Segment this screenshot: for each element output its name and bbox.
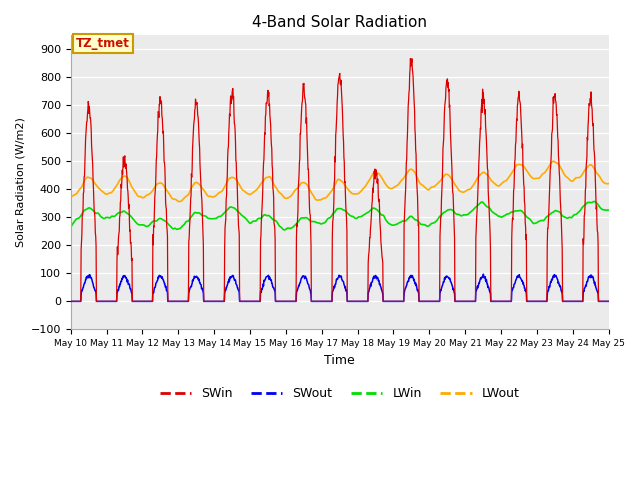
- SWout: [186, 285, 194, 290]
- LWin: [590, 199, 598, 204]
- SWout: [605, 299, 612, 304]
- LWin: [493, 213, 501, 218]
- LWin: [541, 216, 549, 222]
- LWin: [424, 223, 431, 229]
- SWout: [493, 299, 501, 304]
- Line: LWout: LWout: [70, 161, 609, 202]
- SWin: [67, 299, 74, 304]
- Line: LWin: LWin: [70, 202, 609, 230]
- SWin: [173, 299, 181, 304]
- SWout: [479, 271, 487, 277]
- LWin: [605, 207, 612, 213]
- LWout: [187, 187, 195, 192]
- SWin: [493, 299, 501, 304]
- LWout: [493, 183, 501, 189]
- SWout: [246, 299, 254, 304]
- LWin: [67, 224, 74, 229]
- Y-axis label: Solar Radiation (W/m2): Solar Radiation (W/m2): [15, 118, 25, 247]
- LWout: [175, 199, 183, 204]
- SWout: [67, 299, 74, 304]
- LWin: [186, 215, 194, 221]
- LWin: [173, 227, 181, 232]
- SWin: [246, 299, 254, 304]
- SWout: [173, 299, 181, 304]
- Line: SWin: SWin: [70, 59, 609, 301]
- SWout: [423, 299, 431, 304]
- LWout: [541, 169, 549, 175]
- Text: TZ_tmet: TZ_tmet: [76, 37, 130, 50]
- LWout: [549, 158, 557, 164]
- LWout: [424, 187, 431, 192]
- LWin: [280, 227, 288, 233]
- LWout: [605, 181, 612, 187]
- SWin: [541, 299, 549, 304]
- Title: 4-Band Solar Radiation: 4-Band Solar Radiation: [252, 15, 427, 30]
- LWout: [173, 198, 181, 204]
- LWout: [67, 194, 74, 200]
- Legend: SWin, SWout, LWin, LWout: SWin, SWout, LWin, LWout: [155, 383, 525, 406]
- SWin: [186, 208, 194, 214]
- X-axis label: Time: Time: [324, 354, 355, 367]
- SWin: [424, 299, 431, 304]
- Line: SWout: SWout: [70, 274, 609, 301]
- SWin: [605, 299, 612, 304]
- LWin: [246, 220, 254, 226]
- LWout: [247, 191, 255, 197]
- SWout: [541, 299, 549, 304]
- SWin: [406, 56, 414, 61]
